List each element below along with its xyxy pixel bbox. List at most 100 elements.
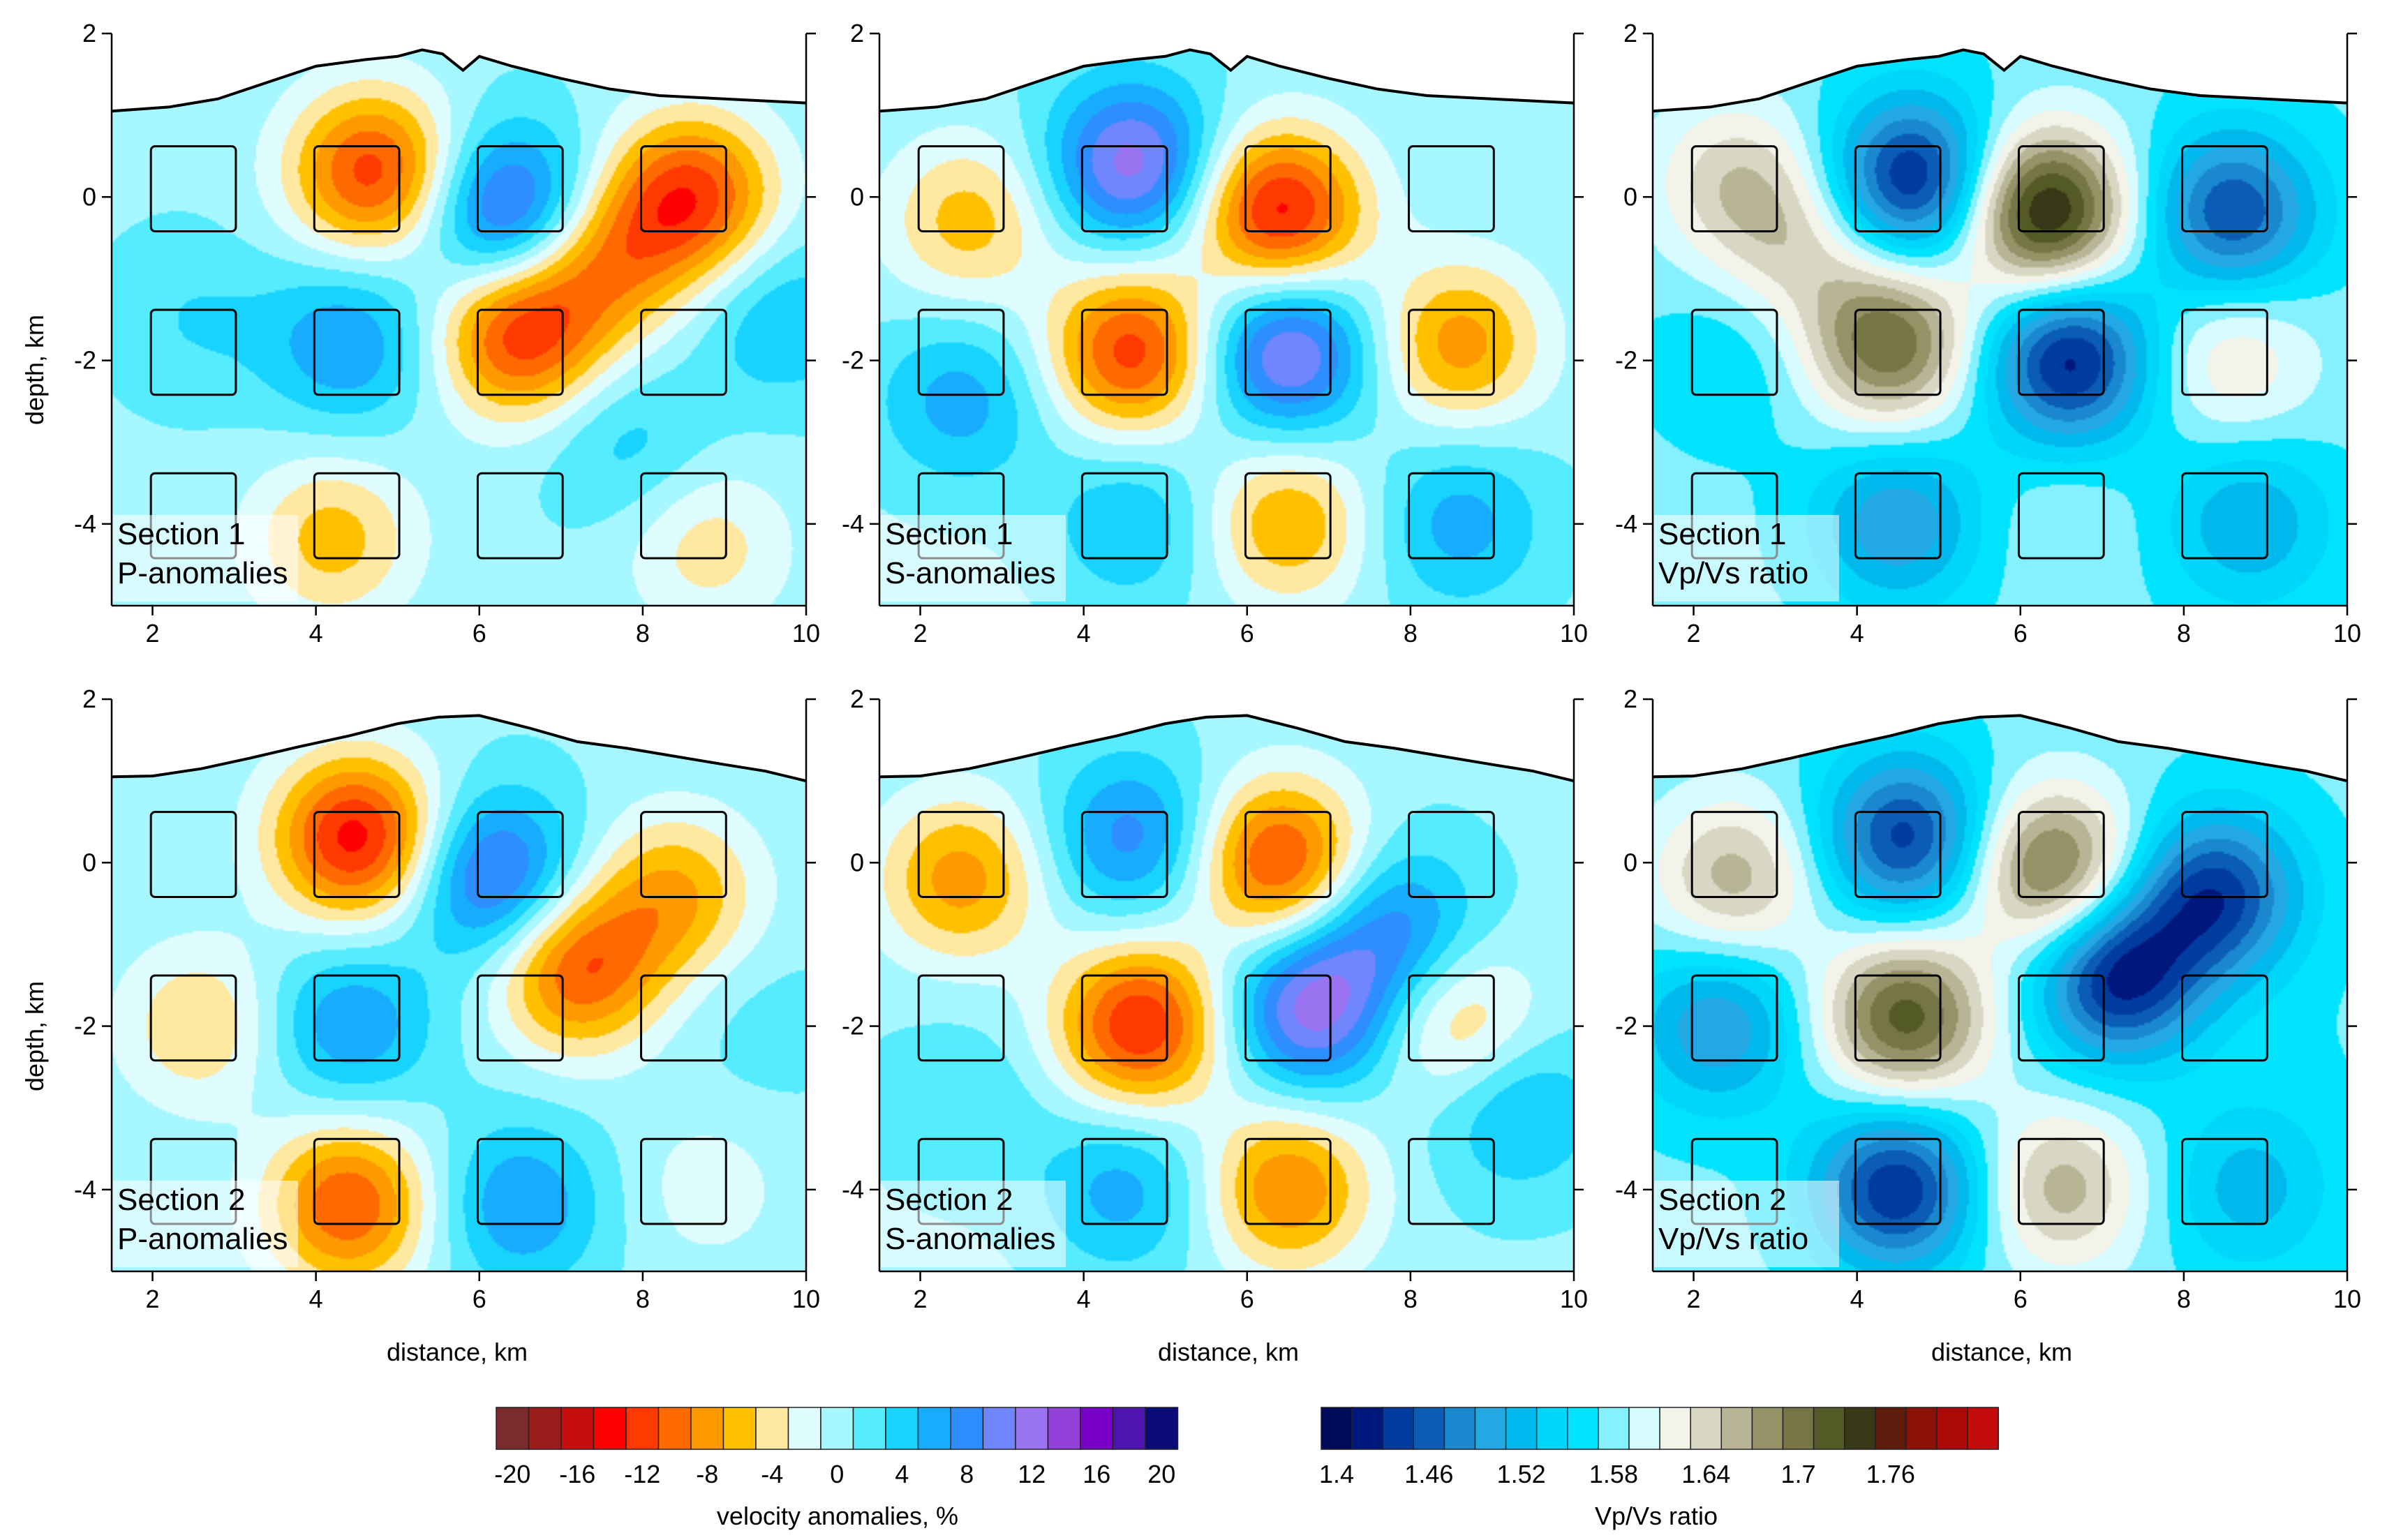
y-tick-label: 0 bbox=[1623, 848, 1637, 876]
study-box bbox=[1854, 1137, 1942, 1225]
colorbar-cell bbox=[1875, 1407, 1907, 1450]
contour-field bbox=[112, 715, 806, 1271]
colorbar-cell bbox=[1905, 1407, 1938, 1450]
study-box bbox=[149, 974, 237, 1062]
study-box bbox=[313, 472, 401, 560]
study-box bbox=[1080, 811, 1168, 898]
y-tick-label: 2 bbox=[82, 19, 96, 47]
panel-label-line1: Section 2 bbox=[117, 1183, 245, 1217]
study-box bbox=[1244, 811, 1332, 898]
panel-label-line1: Section 1 bbox=[885, 517, 1013, 551]
y-tick-label: 0 bbox=[850, 182, 864, 211]
colorbar-tick-label: 12 bbox=[1018, 1460, 1046, 1488]
panel-section1-s: 2 4 6 8 10 2 0 -2 -4 Section 1 S-anomalies bbox=[842, 19, 1588, 648]
study-box bbox=[917, 308, 1005, 396]
x-tick-label: 10 bbox=[1560, 1285, 1588, 1313]
y-tick-label: 0 bbox=[82, 848, 96, 876]
colorbar-tick-label: 1.64 bbox=[1681, 1460, 1730, 1488]
contour-field bbox=[879, 50, 1574, 606]
ylabel: depth, km bbox=[20, 315, 49, 425]
colorbar-cell bbox=[722, 1407, 757, 1450]
study-box bbox=[1854, 472, 1942, 560]
x-tick-label: 4 bbox=[1077, 1285, 1091, 1313]
study-box bbox=[917, 974, 1005, 1062]
contour-field bbox=[1653, 715, 2347, 1271]
x-tick-label: 10 bbox=[1560, 619, 1588, 648]
study-box bbox=[2017, 974, 2105, 1062]
x-tick-label: 8 bbox=[1404, 1285, 1418, 1313]
xlabel: distance, km bbox=[1158, 1338, 1299, 1366]
x-tick-label: 6 bbox=[2014, 619, 2028, 648]
colorbar-cell bbox=[1351, 1407, 1383, 1450]
colorbar-cell bbox=[1145, 1407, 1179, 1450]
y-tick-label: 0 bbox=[850, 848, 864, 876]
colorbar-cell bbox=[1690, 1407, 1723, 1450]
panel-label-bg bbox=[881, 1181, 1066, 1267]
colorbar-cell bbox=[1843, 1407, 1876, 1450]
colorbar-cell bbox=[1382, 1407, 1415, 1450]
panel-section1-vpvs: 2 4 6 8 10 2 0 -2 -4 Section 1 Vp/Vs ratio bbox=[1615, 19, 2361, 648]
colorbar-cell bbox=[982, 1407, 1016, 1450]
panel-label-line1: Section 1 bbox=[117, 517, 245, 551]
study-box bbox=[1408, 308, 1495, 396]
x-tick-label: 6 bbox=[2014, 1285, 2028, 1313]
colorbar-cell bbox=[1659, 1407, 1691, 1450]
study-box bbox=[1244, 308, 1332, 396]
study-box bbox=[149, 811, 237, 898]
colorbar-cell bbox=[1720, 1407, 1753, 1450]
x-tick-label: 6 bbox=[1240, 619, 1254, 648]
panel-label-bg bbox=[113, 1181, 298, 1267]
colorbar-cell bbox=[1628, 1407, 1660, 1450]
y-tick-label: -2 bbox=[1615, 1012, 1637, 1040]
y-tick-label: 0 bbox=[82, 182, 96, 211]
colorbar-tick-label: 0 bbox=[830, 1460, 844, 1488]
study-box bbox=[1080, 472, 1168, 560]
colorbar-cell bbox=[625, 1407, 660, 1450]
study-box bbox=[1244, 472, 1332, 560]
study-box bbox=[640, 472, 727, 560]
study-box bbox=[149, 145, 237, 232]
study-box bbox=[2017, 1137, 2105, 1225]
panel-label-line2: S-anomalies bbox=[885, 1222, 1056, 1256]
topography-line bbox=[111, 714, 807, 783]
x-tick-label: 10 bbox=[792, 619, 820, 648]
study-box bbox=[2181, 1137, 2268, 1225]
y-tick-label: -2 bbox=[842, 346, 864, 375]
panel-label-line2: Vp/Vs ratio bbox=[1658, 556, 1808, 590]
study-box bbox=[476, 145, 564, 232]
x-tick-label: 4 bbox=[1850, 619, 1864, 648]
x-tick-label: 8 bbox=[636, 1285, 650, 1313]
x-tick-label: 6 bbox=[1240, 1285, 1254, 1313]
x-tick-label: 8 bbox=[2177, 1285, 2191, 1313]
study-box bbox=[1408, 1137, 1495, 1225]
colorbar-tick-label: 16 bbox=[1083, 1460, 1110, 1488]
colorbar-cell bbox=[1535, 1407, 1568, 1450]
colorbar-tick-label: 1.4 bbox=[1319, 1460, 1354, 1488]
study-box bbox=[1854, 145, 1942, 232]
x-tick-label: 6 bbox=[473, 619, 486, 648]
colorbar-tick-label: 1.52 bbox=[1497, 1460, 1546, 1488]
study-box bbox=[1244, 1137, 1332, 1225]
study-box bbox=[1080, 145, 1168, 232]
y-tick-label: -4 bbox=[1615, 1175, 1637, 1204]
panel-section1-p: depth, km 2 4 6 8 10 2 0 -2 -4 Section 1 P-anomali… bbox=[20, 19, 820, 648]
colorbar-cell bbox=[755, 1407, 789, 1450]
x-tick-label: 10 bbox=[2333, 1285, 2361, 1313]
study-box bbox=[1244, 145, 1332, 232]
colorbar-tick-label: 1.58 bbox=[1589, 1460, 1638, 1488]
study-box bbox=[640, 145, 727, 232]
colorbar-cell bbox=[528, 1407, 562, 1450]
study-box bbox=[313, 974, 401, 1062]
study-box bbox=[313, 811, 401, 898]
x-tick-label: 4 bbox=[1077, 619, 1091, 648]
x-tick-label: 4 bbox=[309, 619, 323, 648]
colorbar-cell bbox=[1015, 1407, 1049, 1450]
study-box bbox=[1080, 1137, 1168, 1225]
study-box bbox=[1854, 974, 1942, 1062]
colorbar-cell bbox=[917, 1407, 951, 1450]
y-tick-label: 2 bbox=[1623, 685, 1637, 713]
y-tick-label: 2 bbox=[1623, 19, 1637, 47]
x-tick-label: 4 bbox=[309, 1285, 323, 1313]
study-box bbox=[1408, 974, 1495, 1062]
y-tick-label: -2 bbox=[74, 346, 96, 375]
